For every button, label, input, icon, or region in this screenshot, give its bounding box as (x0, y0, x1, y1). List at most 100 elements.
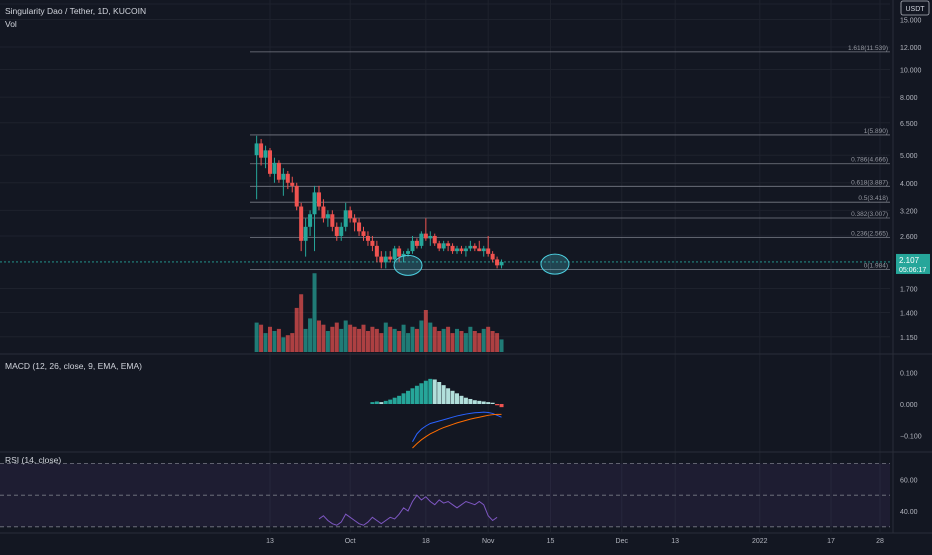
highlight-circle (393, 254, 423, 276)
candle-body (361, 231, 366, 236)
candle-body (299, 206, 304, 241)
volume-bars (254, 273, 504, 352)
candle-body (365, 235, 370, 241)
macd-pane (370, 378, 504, 449)
volume-bar (388, 326, 393, 352)
volume-bar (325, 331, 330, 352)
volume-bar (259, 324, 264, 352)
macd-histogram-bar (437, 382, 442, 404)
macd-histogram-bar (428, 378, 433, 404)
fib-level-label: 1(5.890) (864, 128, 888, 135)
candles (254, 135, 504, 269)
volume-bar (370, 326, 375, 352)
candle-body (432, 235, 437, 244)
candle-body (459, 248, 464, 252)
macd-histogram-bar (401, 393, 406, 404)
macd-histogram-bar (477, 400, 482, 404)
price-axis-tick-label: 4.000 (900, 181, 918, 188)
macd-histogram-bar (414, 385, 419, 404)
symbol-title: Singularity Dao / Tether, 1D, KUCOIN (5, 6, 146, 16)
macd-histogram-bar (406, 390, 411, 404)
price-axis-tick-label: 5.000 (900, 153, 918, 160)
volume-bar (294, 307, 299, 352)
macd-histogram-bar (450, 390, 455, 404)
macd-histogram-bar (379, 402, 384, 404)
volume-bar (410, 326, 415, 352)
rsi-label: RSI (14, close) (5, 455, 61, 465)
macd-histogram-bar (432, 379, 437, 404)
macd-histogram-bar (459, 395, 464, 404)
candle-body (450, 245, 455, 252)
volume-bar (490, 331, 495, 352)
candle-body (357, 222, 362, 232)
macd-histogram-bar (383, 400, 388, 404)
fib-level-label: 0(1.984) (864, 262, 888, 269)
candle-body (276, 162, 281, 180)
rsi-axis-tick-label: 40.00 (900, 509, 918, 516)
candle-body (499, 261, 504, 266)
macd-histogram-bar (392, 397, 397, 404)
date-axis-tick-label: Nov (482, 538, 495, 545)
volume-bar (455, 328, 460, 352)
candle-body (423, 233, 428, 239)
macd-histogram-bar (423, 380, 428, 404)
candle-body (397, 248, 402, 257)
macd-axis-tick-label: 0.000 (900, 402, 918, 409)
date-axis-tick-label: 13 (266, 538, 274, 545)
volume-bar (290, 333, 295, 352)
date-axis-tick-label: Dec (616, 538, 629, 545)
volume-bar (272, 331, 277, 352)
fib-level-label: 0.382(3.007) (851, 211, 888, 218)
volume-bar (495, 333, 500, 352)
volume-bar (299, 294, 304, 352)
candle-body (410, 240, 415, 252)
volume-bar (459, 331, 464, 352)
date-axis-tick-label: 2022 (752, 538, 768, 545)
volume-bar (348, 324, 353, 352)
fib-level-label: 0.5(3.418) (858, 195, 888, 202)
price-axis-tick-label: 2.600 (900, 234, 918, 241)
candle-body (406, 251, 411, 254)
candle-body (259, 143, 264, 158)
candle-body (495, 259, 500, 266)
volume-bar (414, 328, 419, 352)
candle-body (486, 248, 491, 254)
currency-selector[interactable]: USDT (900, 0, 930, 16)
volume-bar (276, 328, 281, 352)
price-axis-tick-label: 1.150 (900, 335, 918, 342)
candle-body (437, 243, 442, 249)
date-axis-tick-label: Oct (345, 538, 356, 545)
candle-body (285, 173, 290, 183)
volume-bar (365, 331, 370, 352)
candle-body (455, 248, 460, 252)
candle-body (321, 206, 326, 219)
candle-body (379, 256, 384, 263)
volume-bar (374, 328, 379, 352)
axes: 17.00015.00012.00010.0008.0006.5005.0004… (266, 2, 922, 545)
candle-body (290, 182, 295, 186)
date-axis-tick-label: 17 (827, 538, 835, 545)
volume-bar (450, 333, 455, 352)
candle-body (472, 245, 477, 249)
price-axis-tick-label: 8.000 (900, 95, 918, 102)
volume-bar (446, 326, 451, 352)
macd-histogram-bar (441, 385, 446, 404)
candle-body (268, 150, 272, 174)
macd-histogram-bar (397, 395, 402, 404)
price-axis-tick-label: 1.700 (900, 286, 918, 293)
candle-body (481, 248, 486, 252)
candle-body (325, 214, 330, 219)
candle-body (339, 226, 344, 236)
candle-body (370, 240, 375, 246)
candle-body (441, 243, 446, 249)
volume-bar (423, 310, 428, 352)
candle-body (392, 248, 397, 260)
macd-histogram-bar (499, 404, 504, 408)
rsi-pane (318, 494, 498, 526)
currency-label[interactable]: USDT (905, 6, 925, 13)
macd-histogram-bar (370, 402, 375, 404)
candle-body (463, 248, 468, 252)
last-price-label: 2.107 05:06:17 (896, 253, 930, 274)
